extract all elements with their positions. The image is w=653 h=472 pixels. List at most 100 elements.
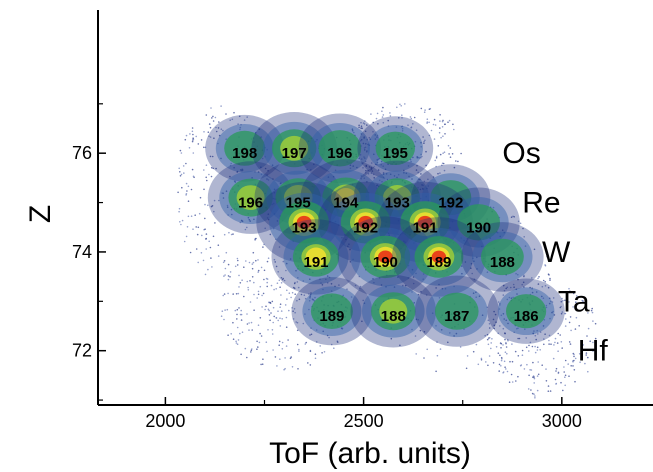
noise-point — [293, 287, 296, 290]
noise-point — [547, 390, 550, 393]
noise-point — [274, 261, 277, 263]
noise-point — [231, 213, 233, 216]
noise-point — [422, 273, 425, 275]
noise-point — [376, 159, 379, 161]
noise-point — [373, 281, 375, 284]
noise-point — [320, 282, 322, 284]
noise-point — [192, 133, 194, 136]
noise-point — [439, 120, 441, 122]
noise-point — [374, 138, 377, 140]
noise-point — [480, 357, 483, 360]
noise-point — [210, 175, 213, 178]
noise-point — [561, 311, 564, 313]
noise-point — [360, 125, 363, 127]
noise-point — [592, 320, 594, 322]
noise-point — [254, 171, 256, 173]
noise-point — [250, 351, 252, 353]
noise-point — [220, 105, 222, 107]
noise-point — [369, 138, 372, 141]
noise-point — [294, 293, 297, 296]
noise-point — [235, 293, 238, 295]
noise-point — [499, 235, 502, 238]
noise-point — [272, 349, 274, 351]
noise-point — [322, 288, 324, 291]
noise-point — [260, 266, 263, 269]
noise-point — [200, 139, 203, 141]
noise-point — [517, 278, 519, 281]
noise-point — [223, 275, 225, 277]
noise-point — [321, 284, 324, 286]
noise-point — [273, 191, 276, 194]
noise-point — [451, 153, 454, 155]
noise-point — [373, 177, 376, 179]
noise-point — [266, 178, 268, 180]
noise-point — [220, 315, 223, 318]
noise-point — [503, 231, 506, 234]
noise-point — [554, 337, 557, 340]
noise-point — [291, 307, 293, 309]
noise-point — [200, 252, 203, 254]
noise-point — [256, 297, 259, 299]
noise-point — [528, 350, 530, 352]
mass-number-label: 192 — [438, 195, 463, 212]
noise-point — [570, 365, 572, 367]
noise-point — [384, 168, 387, 171]
noise-point — [417, 293, 420, 296]
noise-point — [568, 375, 570, 378]
noise-point — [487, 319, 490, 322]
noise-point — [257, 271, 260, 273]
noise-point — [284, 367, 286, 370]
noise-point — [209, 246, 212, 249]
noise-point — [246, 323, 249, 325]
mass-number-label: 186 — [514, 308, 539, 325]
noise-point — [264, 155, 267, 158]
axes: 2000 2500 3000 72 74 76 — [72, 10, 653, 431]
noise-point — [230, 162, 232, 165]
noise-point — [178, 167, 180, 170]
noise-point — [481, 314, 484, 317]
noise-point — [376, 134, 379, 137]
noise-point — [417, 178, 420, 181]
noise-point — [447, 121, 449, 123]
noise-point — [553, 314, 556, 316]
noise-point — [506, 286, 509, 289]
noise-point — [187, 185, 190, 188]
noise-point — [310, 327, 312, 329]
noise-point — [537, 333, 539, 335]
noise-point — [260, 173, 263, 176]
noise-point — [521, 354, 524, 357]
element-labels: Os Re W Ta Hf — [502, 137, 608, 368]
noise-point — [416, 164, 418, 167]
mass-number-label: 188 — [381, 308, 406, 325]
noise-point — [295, 269, 297, 272]
noise-point — [436, 354, 439, 357]
noise-point — [201, 234, 203, 237]
noise-point — [340, 327, 343, 330]
noise-point — [264, 167, 267, 170]
noise-point — [205, 164, 208, 166]
noise-point — [440, 136, 442, 139]
noise-point — [191, 130, 194, 133]
noise-point — [280, 282, 283, 284]
noise-point — [377, 158, 380, 161]
noise-point — [529, 286, 531, 289]
noise-point — [261, 294, 263, 297]
noise-point — [472, 292, 475, 295]
mass-number-label: 193 — [385, 195, 410, 212]
noise-point — [407, 165, 410, 167]
noise-point — [232, 233, 234, 235]
noise-point — [449, 227, 451, 229]
noise-point — [382, 173, 385, 175]
noise-point — [310, 292, 312, 294]
noise-point — [205, 114, 208, 116]
noise-point — [420, 291, 422, 293]
noise-point — [578, 353, 581, 355]
noise-point — [273, 188, 276, 191]
noise-point — [233, 111, 235, 114]
noise-point — [426, 348, 429, 351]
noise-point — [572, 292, 575, 295]
noise-point — [572, 365, 574, 367]
noise-point — [500, 314, 503, 317]
noise-point — [433, 118, 436, 121]
noise-point — [272, 227, 275, 230]
